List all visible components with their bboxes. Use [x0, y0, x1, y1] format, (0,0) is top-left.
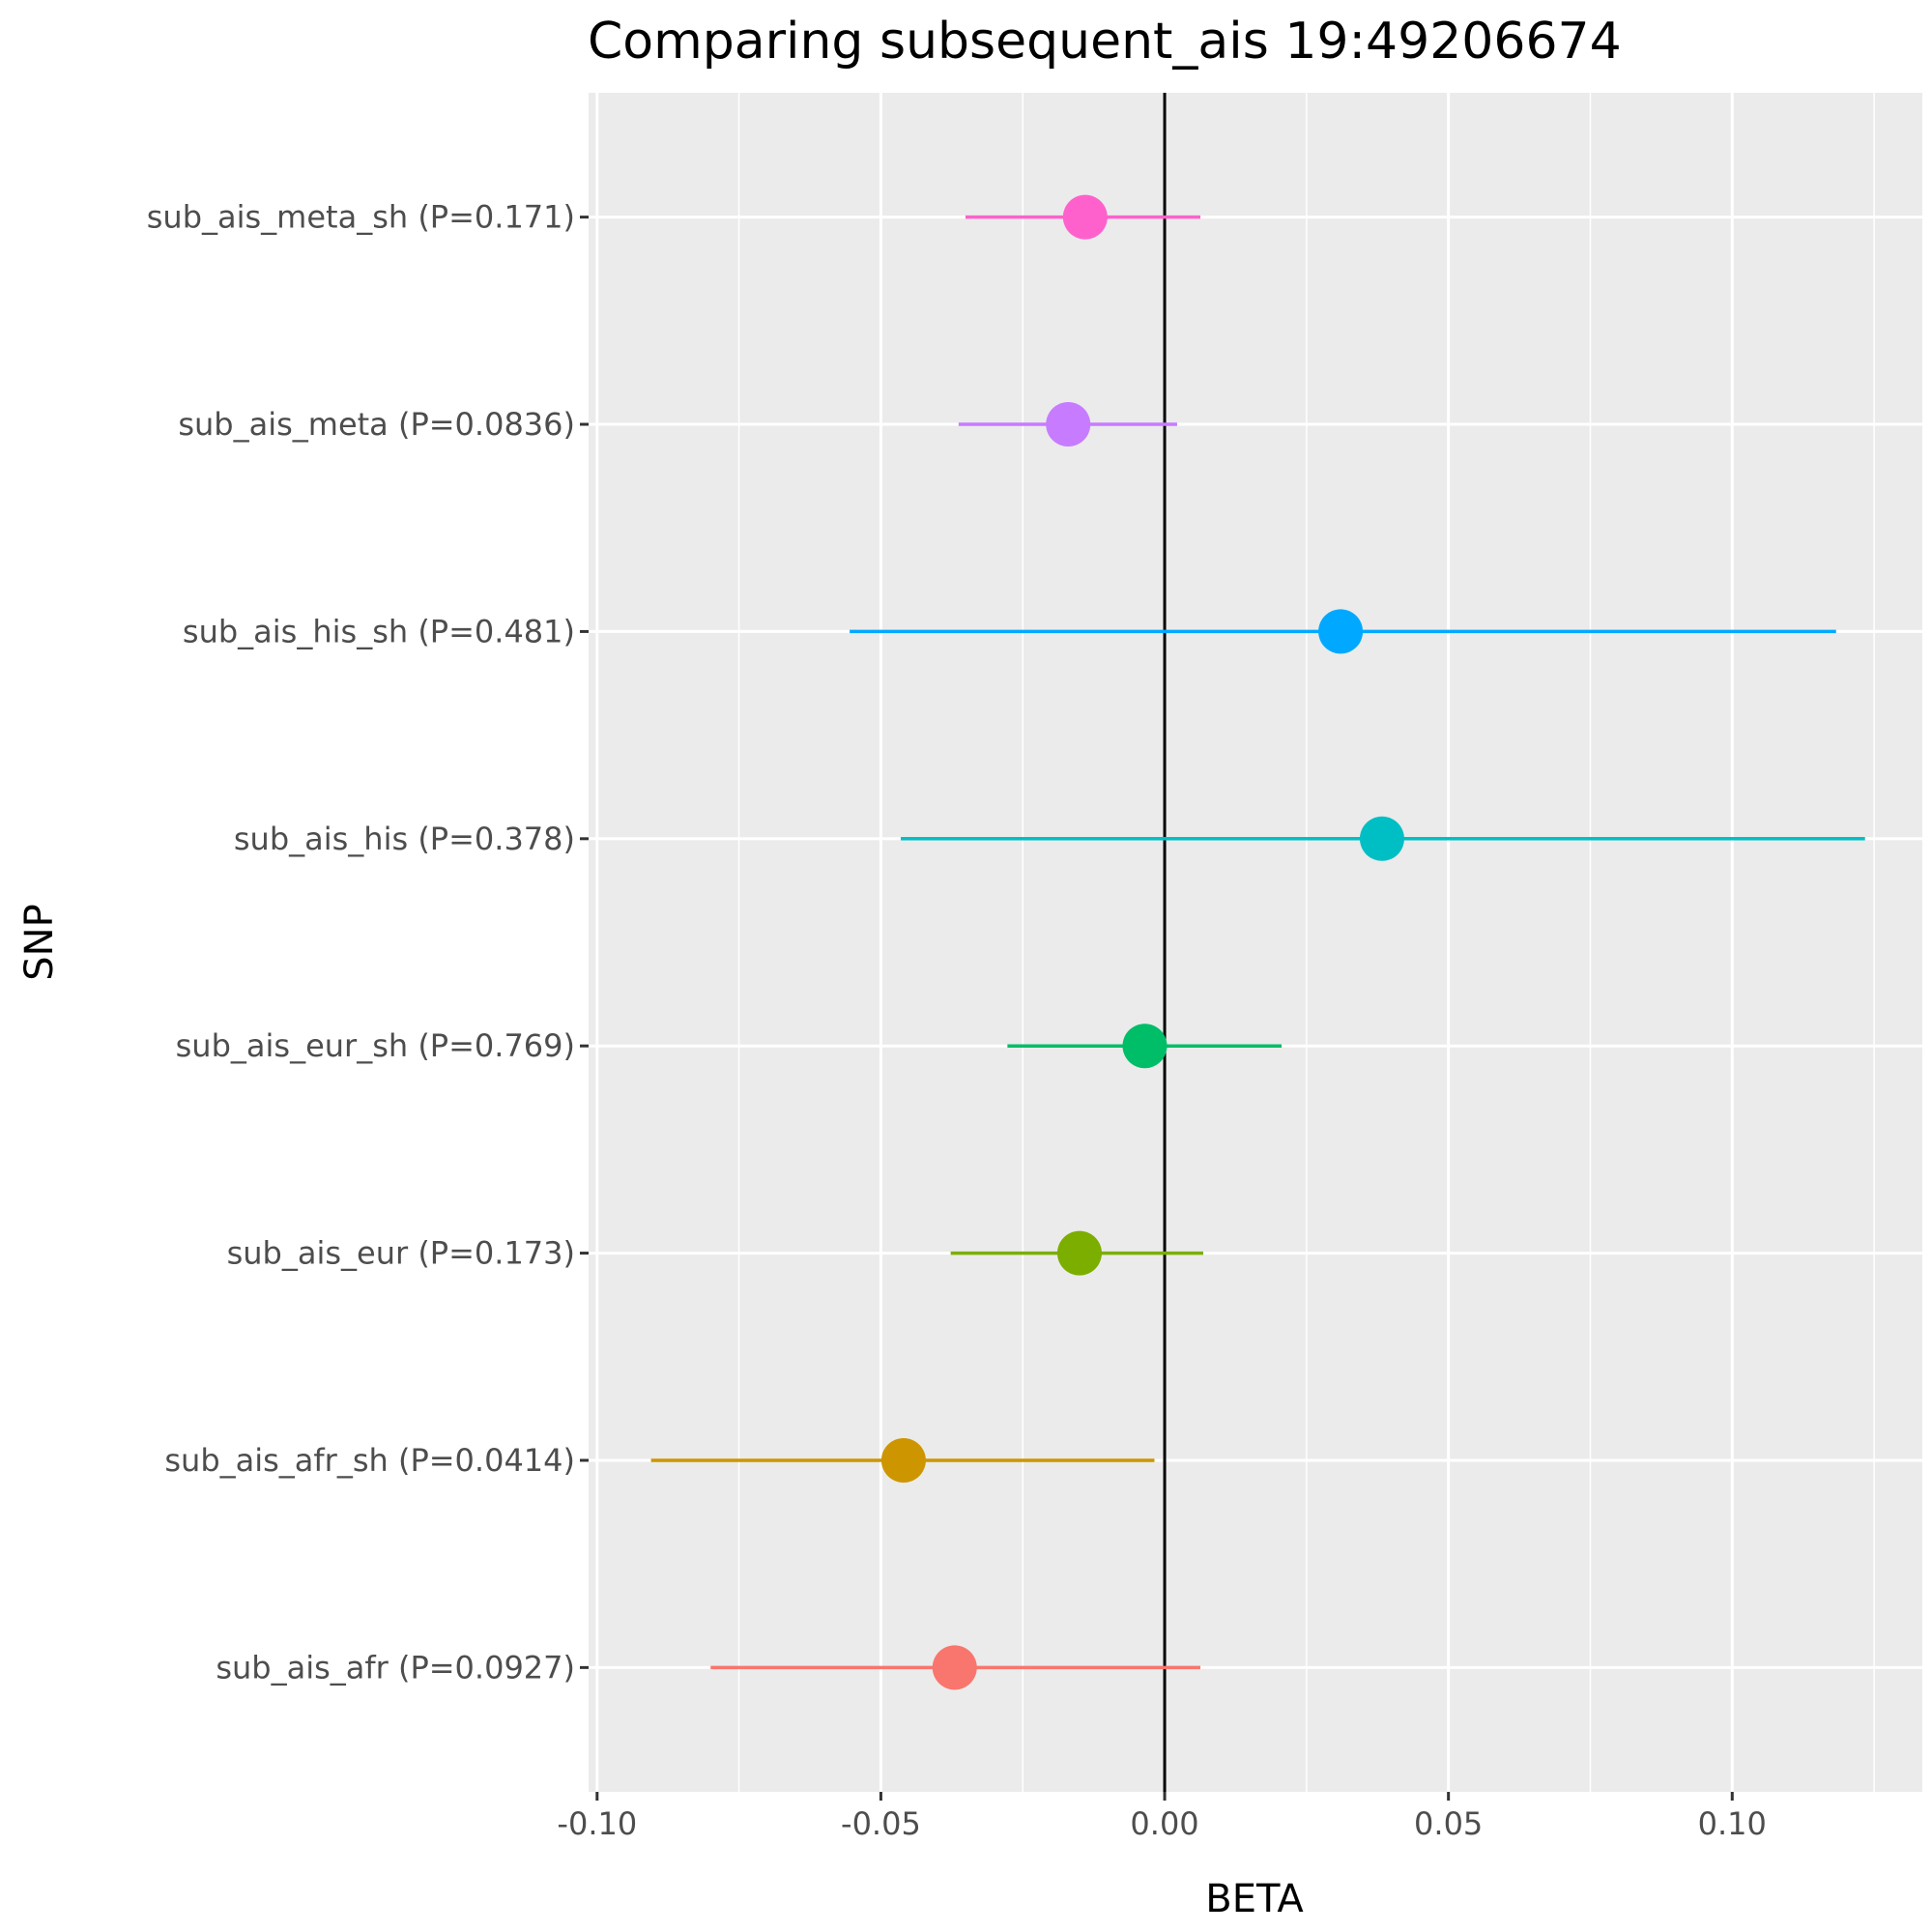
x-tick-label: -0.05 — [841, 1805, 921, 1842]
x-axis-title: BETA — [1205, 1877, 1304, 1921]
y-axis: sub_ais_afr (P=0.0927) sub_ais_afr_sh (P=… — [147, 199, 589, 1686]
chart-title: Comparing subsequent_ais 19:49206674 — [588, 13, 1622, 71]
minor-gridlines — [737, 93, 1875, 1792]
y-tick-label: sub_ais_meta_sh (P=0.171) — [147, 199, 575, 236]
estimate-point — [1359, 816, 1404, 861]
estimate-point — [1056, 1230, 1102, 1276]
y-axis-title: SNP — [17, 904, 62, 980]
x-tick-label: 0.00 — [1130, 1805, 1198, 1842]
x-tick-label: 0.10 — [1698, 1805, 1767, 1842]
estimate-point — [880, 1437, 926, 1483]
y-tick-label: sub_ais_meta (P=0.0836) — [178, 406, 575, 443]
estimate-point — [1318, 609, 1364, 654]
y-tick-label: sub_ais_eur (P=0.173) — [227, 1235, 575, 1272]
plot-background — [589, 93, 1922, 1792]
estimate-point — [1062, 194, 1108, 240]
y-tick-label: sub_ais_afr_sh (P=0.0414) — [164, 1442, 575, 1479]
x-tick-label: -0.10 — [557, 1805, 637, 1842]
estimate-points — [880, 194, 1404, 1690]
estimate-point — [1122, 1024, 1168, 1069]
y-tick-label: sub_ais_eur_sh (P=0.769) — [176, 1027, 575, 1064]
y-tick-label: sub_ais_his_sh (P=0.481) — [183, 613, 575, 649]
y-tick-label: sub_ais_his (P=0.378) — [234, 821, 575, 857]
estimate-point — [932, 1645, 977, 1690]
y-tick-label: sub_ais_afr (P=0.0927) — [216, 1649, 575, 1686]
x-tick-label: 0.05 — [1414, 1805, 1483, 1842]
estimate-point — [1046, 402, 1091, 447]
x-axis: -0.10 -0.05 0.00 0.05 0.10 — [557, 1792, 1767, 1842]
